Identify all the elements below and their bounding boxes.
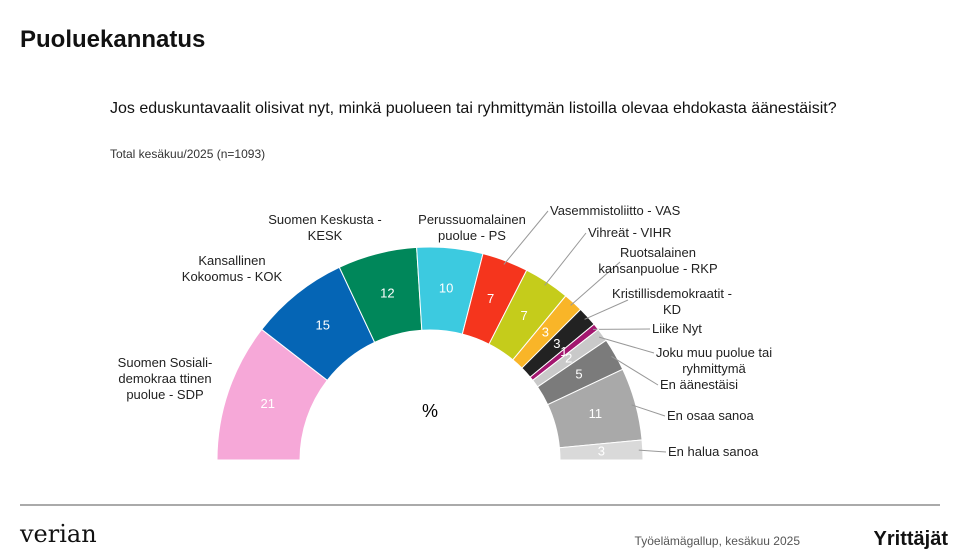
center-label: %: [422, 401, 438, 421]
value-label: 2: [565, 351, 572, 366]
value-label: 21: [261, 396, 275, 411]
value-label: 12: [380, 285, 394, 300]
category-label: Vasemmistoliitto - VAS: [550, 203, 681, 218]
page-title: Puoluekannatus: [20, 26, 206, 53]
leader-line: [631, 404, 666, 417]
leader-line: [570, 261, 621, 306]
leader-line: [584, 299, 629, 320]
leader-line: [503, 210, 549, 265]
leader-line: [611, 356, 659, 386]
leader-line: [638, 449, 667, 453]
value-label: 15: [316, 318, 330, 333]
value-label: 11: [589, 406, 603, 421]
logo-yrittajat: Yrittäjät: [873, 528, 948, 550]
value-label: 3: [553, 336, 560, 351]
category-label: Vihreät - VIHR: [588, 225, 672, 240]
category-label: Liike Nyt: [652, 321, 702, 336]
value-label: 10: [439, 281, 453, 296]
category-label: Perussuomalainen puolue - PS: [418, 212, 526, 243]
leader-line: [544, 232, 587, 286]
category-label: Ruotsalainen kansanpuolue - RKP: [598, 245, 718, 276]
value-label: 5: [575, 366, 582, 381]
category-label: Joku muu puolue tai ryhmittymä: [655, 345, 773, 376]
chart-subtitle: Total kesäkuu/2025 (n=1093): [110, 147, 266, 161]
source: Työelämägallup, kesäkuu 2025: [634, 534, 800, 548]
value-label: 7: [487, 291, 494, 306]
category-label: Kansallinen Kokoomus - KOK: [181, 253, 283, 284]
leader-line: [598, 336, 655, 354]
value-label: 3: [542, 325, 549, 340]
category-label: En osaa sanoa: [667, 408, 754, 423]
value-label: 3: [598, 443, 605, 458]
category-label: Kristillisdemokraatit - KD: [612, 286, 732, 317]
category-label: Suomen Keskusta - KESK: [268, 212, 382, 243]
slice: [558, 439, 644, 461]
logo-verian: verian: [20, 520, 97, 548]
value-label: 7: [521, 308, 528, 323]
value-label: 1: [560, 344, 567, 359]
chart-title: Jos eduskuntavaalit olisivat nyt, minkä …: [110, 100, 837, 117]
category-label: En halua sanoa: [668, 444, 759, 459]
category-label: Suomen Sosiali- demokraa ttinen puolue -…: [117, 355, 213, 402]
category-label: En äänestäisi: [660, 377, 739, 392]
